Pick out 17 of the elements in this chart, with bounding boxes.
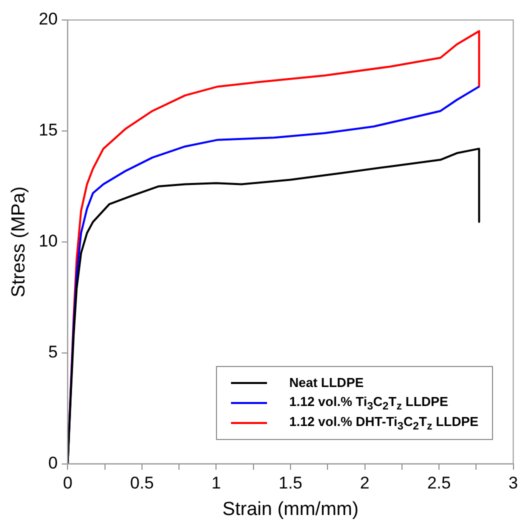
- x-axis-title: Strain (mm/mm): [222, 498, 359, 520]
- x-tick-label: 1.5: [278, 474, 302, 493]
- x-tick-label: 0.5: [130, 474, 154, 493]
- y-tick-label: 10: [38, 232, 58, 251]
- legend-label: 1.12 vol.% DHT-Ti$_{3}$C$_{2}$T$_{z}$ LLDPE: [289, 414, 478, 432]
- x-tick-label: 1: [211, 474, 221, 493]
- legend-label: Neat LLDPE: [289, 375, 364, 390]
- y-tick-label: 20: [38, 10, 58, 29]
- x-tick-label: 2.5: [427, 474, 451, 493]
- y-tick-label: 15: [38, 120, 58, 140]
- legend-label: 1.12 vol.% Ti$_{3}$C$_{2}$T$_{z}$ LLDPE: [289, 394, 448, 412]
- x-tick-label: 0: [62, 474, 72, 493]
- y-tick-label: 5: [48, 342, 58, 362]
- x-tick-label: 3: [508, 474, 518, 493]
- x-tick-label: 2: [360, 474, 370, 493]
- y-axis-title: Stress (MPa): [8, 186, 30, 298]
- y-tick-label: 0: [48, 453, 58, 472]
